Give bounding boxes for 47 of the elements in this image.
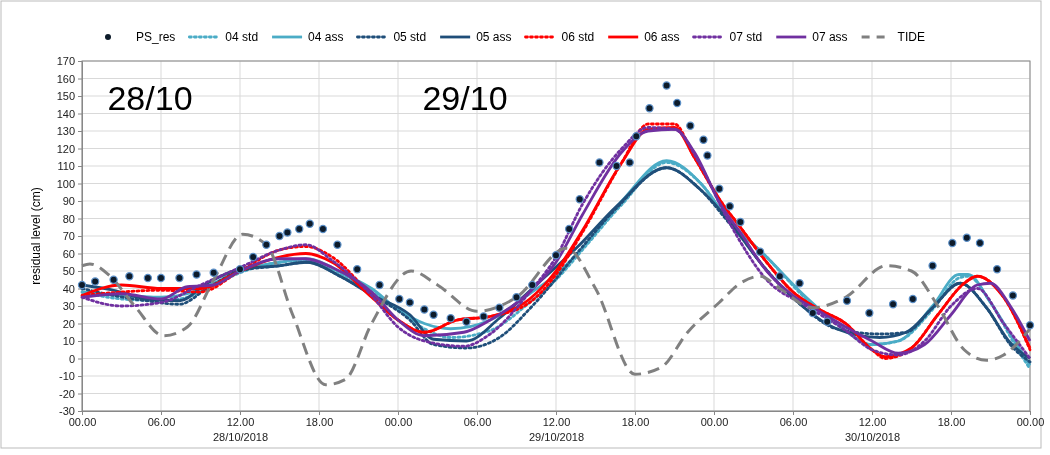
x-tick-label: 00.00: [1016, 415, 1045, 428]
y-axis-title: residual level (cm): [29, 187, 43, 285]
y-tick-label: 60: [62, 247, 75, 260]
y-tick-label: 110: [57, 160, 75, 173]
y-tick-label: 90: [62, 195, 75, 208]
y-tick-label: 0: [68, 352, 75, 365]
y-tick-label: 170: [56, 55, 75, 68]
y-tick-label: 130: [56, 125, 75, 138]
y-tick-label: 150: [56, 90, 75, 103]
annotation: 29/10: [422, 78, 508, 117]
y-tick-label: 50: [62, 265, 75, 278]
x-tick-label: 06.00: [147, 415, 176, 428]
y-tick-label: 70: [62, 230, 75, 243]
annotation: 28/10: [107, 78, 193, 117]
y-tick-label: 30: [62, 300, 75, 313]
legend-label: 06 ass: [644, 30, 680, 44]
legend-label: 04 ass: [308, 30, 344, 44]
y-tick-label: 80: [62, 212, 75, 225]
y-tick-label: -10: [59, 370, 75, 383]
x-tick-label: 12.00 30/10/2018: [844, 415, 901, 443]
x-tick-label: 18.00: [937, 415, 966, 428]
x-tick-label: 00.00: [700, 415, 729, 428]
x-tick-label: 18.00: [621, 415, 650, 428]
legend-label: 04 std: [225, 30, 259, 44]
legend-label: 07 ass: [812, 30, 848, 44]
legend-label: 05 std: [393, 30, 427, 44]
y-tick-label: 140: [56, 107, 75, 120]
y-tick-label: 40: [62, 282, 75, 295]
x-tick-label: 12.00 28/10/2018: [212, 415, 269, 443]
x-tick-label: 18.00: [305, 415, 334, 428]
x-tick-label: 00.00: [68, 415, 97, 428]
x-tick-label: 06.00: [463, 415, 492, 428]
y-tick-label: 100: [56, 177, 75, 190]
y-tick-label: 120: [56, 142, 75, 155]
y-tick-label: 160: [56, 72, 75, 85]
x-tick-label: 00.00: [384, 415, 413, 428]
y-tick-label: 10: [62, 335, 75, 348]
legend-label: 05 ass: [476, 30, 512, 44]
legend-label: TIDE: [897, 30, 925, 44]
y-tick-label: -30: [59, 405, 75, 418]
y-tick-label: 20: [62, 317, 75, 330]
legend-label: 07 std: [729, 30, 763, 44]
legend-label: 06 std: [561, 30, 595, 44]
legend-label: PS_res: [136, 30, 176, 44]
y-tick-label: -20: [59, 387, 75, 400]
x-tick-label: 06.00: [779, 415, 808, 428]
x-tick-label: 12.00 29/10/2018: [528, 415, 585, 443]
